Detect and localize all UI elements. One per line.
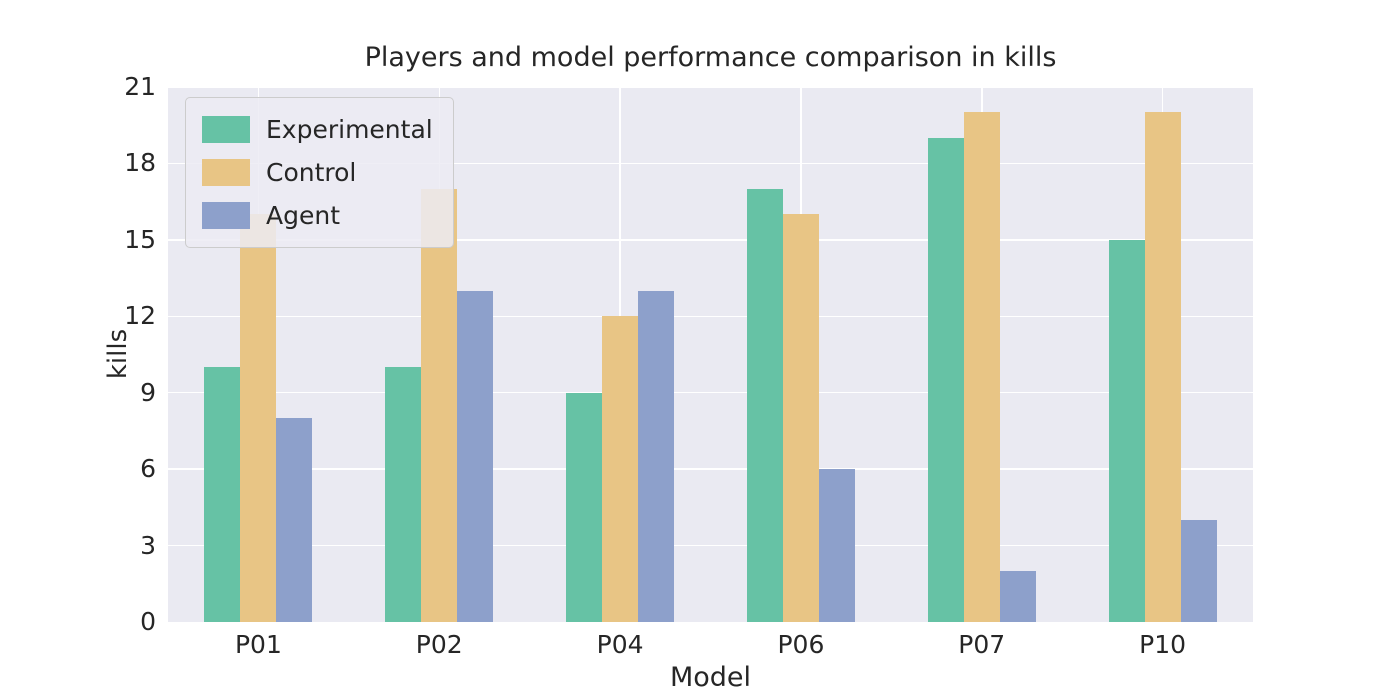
legend-swatch-control — [202, 159, 250, 186]
plot-area: Experimental Control Agent — [168, 86, 1253, 622]
gridline-horizontal — [168, 315, 1253, 318]
y-tick-label: 21 — [124, 72, 156, 101]
bar-control-p01 — [240, 214, 277, 622]
y-tick-label: 12 — [124, 301, 156, 331]
x-tick-label: P01 — [234, 630, 282, 659]
legend-item-control: Control — [202, 151, 433, 194]
bar-experimental-p02 — [385, 367, 422, 622]
gridline-horizontal — [168, 86, 1253, 88]
bar-experimental-p04 — [566, 392, 603, 622]
gridline-horizontal — [168, 162, 1253, 165]
y-tick-label: 9 — [140, 377, 156, 407]
bar-experimental-p06 — [746, 188, 783, 622]
y-tick-label: 15 — [124, 224, 156, 254]
legend-swatch-experimental — [202, 116, 250, 143]
legend-swatch-agent — [202, 202, 250, 229]
bar-control-p04 — [602, 316, 639, 622]
legend-item-experimental: Experimental — [202, 108, 433, 151]
y-tick-label: 6 — [140, 454, 156, 484]
x-tick-label: P04 — [596, 630, 644, 659]
x-tick-label: P02 — [415, 630, 463, 659]
legend-item-agent: Agent — [202, 194, 433, 237]
legend-label: Agent — [266, 201, 340, 230]
y-tick-label: 0 — [140, 607, 156, 636]
legend-label: Experimental — [266, 115, 433, 144]
x-tick-label: P07 — [958, 630, 1006, 659]
x-tick-label: P10 — [1139, 630, 1187, 659]
x-tick-label: P06 — [777, 630, 825, 659]
bar-agent-p07 — [999, 571, 1036, 622]
legend-label: Control — [266, 158, 357, 187]
bar-control-p02 — [421, 188, 458, 622]
bar-experimental-p07 — [927, 137, 964, 622]
bar-agent-p04 — [638, 290, 675, 622]
x-axis-label: Model — [669, 662, 752, 693]
bar-experimental-p10 — [1108, 239, 1145, 622]
y-axis-label: kills — [103, 328, 133, 380]
bar-control-p10 — [1144, 112, 1181, 622]
bar-experimental-p01 — [204, 367, 241, 622]
gridline-horizontal — [168, 239, 1253, 241]
gridline-horizontal — [168, 468, 1253, 470]
chart-title: Players and model performance comparison… — [364, 42, 1057, 73]
bar-agent-p01 — [276, 418, 313, 622]
y-tick-label: 18 — [124, 148, 156, 178]
bar-agent-p02 — [457, 290, 494, 622]
bar-agent-p10 — [1180, 520, 1217, 622]
legend: Experimental Control Agent — [185, 97, 454, 248]
gridline-horizontal — [168, 544, 1253, 547]
bar-control-p07 — [963, 112, 1000, 622]
y-tick-label: 3 — [140, 530, 156, 560]
bar-agent-p06 — [818, 469, 855, 622]
bar-control-p06 — [782, 214, 819, 622]
gridline-horizontal — [168, 391, 1253, 394]
